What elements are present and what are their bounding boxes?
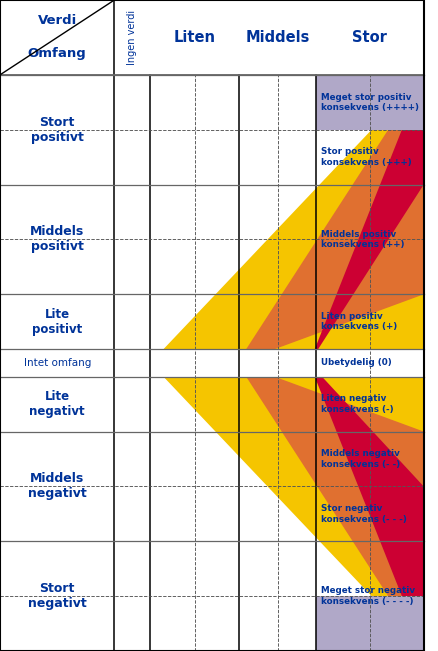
Text: Ubetydelig (0): Ubetydelig (0): [320, 359, 391, 367]
Text: Middels
negativt: Middels negativt: [28, 473, 86, 501]
Text: Lite
negativt: Lite negativt: [29, 390, 85, 418]
Text: Stort
positivt: Stort positivt: [31, 116, 84, 144]
Text: Stor: Stor: [351, 30, 386, 45]
Polygon shape: [237, 75, 423, 363]
Text: Middels positiv
konsekvens (++): Middels positiv konsekvens (++): [320, 230, 403, 249]
Text: Omfang: Omfang: [28, 48, 86, 61]
Text: Meget stor positiv
konsekvens (++++): Meget stor positiv konsekvens (++++): [320, 92, 418, 112]
Text: Lite
positivt: Lite positivt: [32, 308, 82, 336]
Text: Stor negativ
konsekvens (- - -): Stor negativ konsekvens (- - -): [320, 504, 406, 523]
Text: Stort
negativt: Stort negativt: [28, 582, 86, 610]
Polygon shape: [315, 596, 423, 651]
Polygon shape: [237, 363, 423, 651]
Text: Stor positiv
konsekvens (+++): Stor positiv konsekvens (+++): [320, 148, 410, 167]
Text: Ingen verdi: Ingen verdi: [127, 10, 137, 65]
Text: Liten negativ
konsekvens (-): Liten negativ konsekvens (-): [320, 395, 392, 414]
Text: Middels negativ
konsekvens (- -): Middels negativ konsekvens (- -): [320, 449, 399, 469]
Bar: [150, 349, 423, 377]
Text: Liten positiv
konsekvens (+): Liten positiv konsekvens (+): [320, 312, 396, 331]
Text: Liten: Liten: [173, 30, 215, 45]
Text: Middels: Middels: [245, 30, 309, 45]
Text: Middels
positivt: Middels positivt: [30, 225, 84, 253]
Text: Intet omfang: Intet omfang: [24, 358, 91, 368]
Text: Meget stor negativ
konsekvens (- - - -): Meget stor negativ konsekvens (- - - -): [320, 587, 414, 606]
Polygon shape: [315, 75, 423, 130]
Text: Verdi: Verdi: [38, 14, 77, 27]
Polygon shape: [150, 363, 423, 651]
Polygon shape: [309, 363, 423, 651]
Polygon shape: [150, 75, 423, 363]
Polygon shape: [309, 75, 423, 363]
